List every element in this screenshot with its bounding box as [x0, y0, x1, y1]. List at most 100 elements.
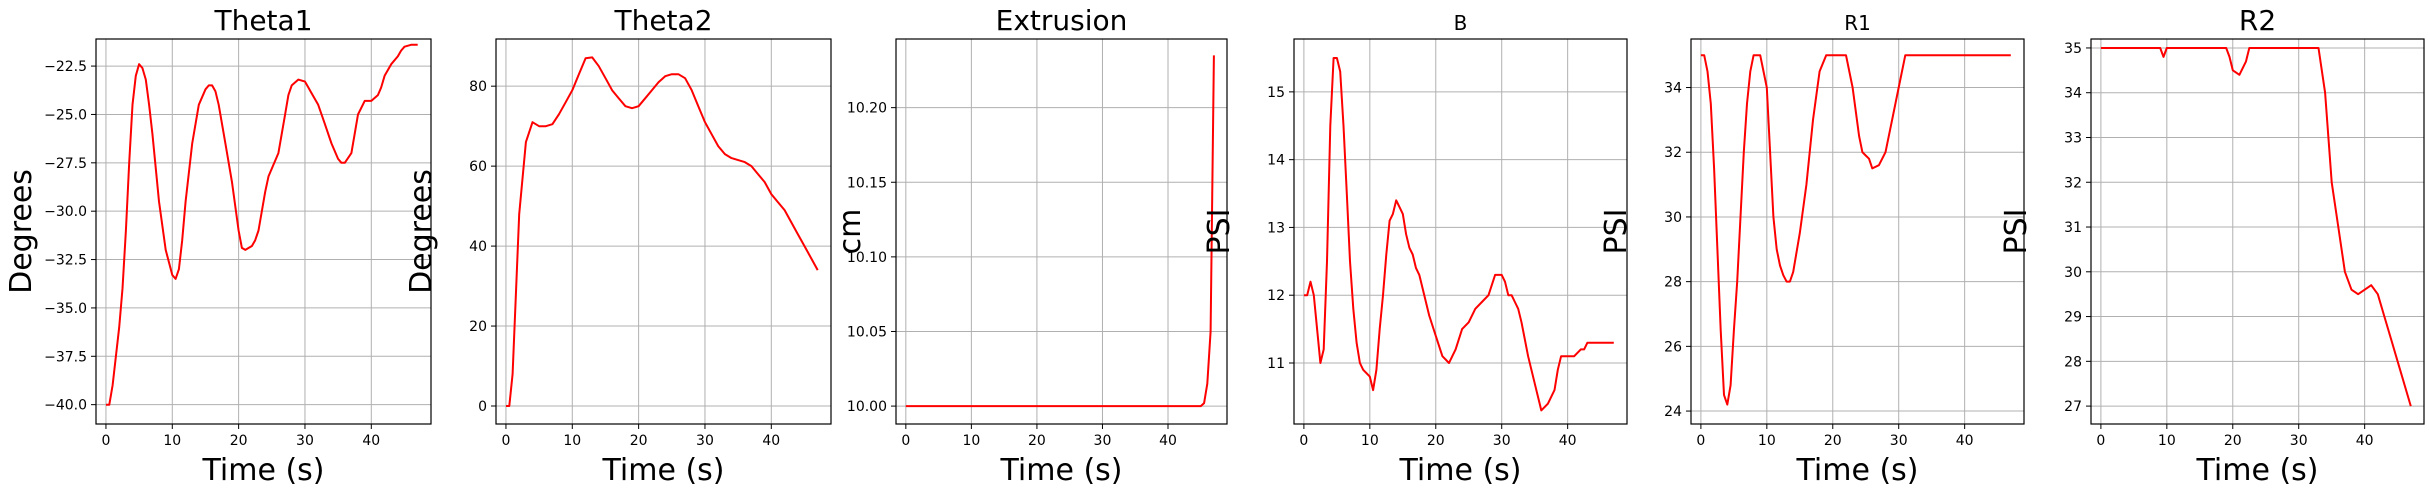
chart-4-x-tick-label: 0	[1299, 433, 1308, 449]
chart-1-x-tick-label: 30	[296, 433, 314, 449]
chart-5-y-tick-label: 24	[1664, 404, 1682, 420]
chart-2-y-tick-label: 0	[478, 399, 487, 415]
chart-4: 0 10 20 30 40 11 12 13 14 15 B Time (s) PSI	[1202, 11, 1628, 488]
chart-3-ylabel: cm	[833, 209, 868, 255]
chart-5-y-tick-label: 26	[1664, 339, 1682, 355]
chart-3-x-tick-label: 40	[1159, 433, 1177, 449]
chart-4-ylabel: PSI	[1202, 209, 1237, 255]
chart-2-ylabel: Degrees	[404, 169, 439, 294]
chart-2-x-tick-label: 20	[630, 433, 648, 449]
chart-4-x-tick-label: 30	[1493, 433, 1511, 449]
chart-6-series-line	[2100, 47, 2412, 407]
chart-4-xlabel: Time (s)	[1399, 453, 1522, 488]
chart-4-axes-frame	[1293, 38, 1628, 425]
chart-6-x-tick-label: 20	[2224, 433, 2242, 449]
chart-6-y-tick-label: 28	[2064, 354, 2082, 370]
chart-1-title: Theta1	[213, 4, 312, 37]
chart-2-xlabel: Time (s)	[602, 453, 725, 488]
chart-4-y-tick-label: 12	[1267, 288, 1285, 304]
chart-6-axes-frame	[2090, 38, 2425, 425]
chart-6-y-tick-label: 27	[2064, 399, 2082, 415]
chart-1-series-line	[106, 43, 418, 406]
chart-6-x-tick-label: 0	[2096, 433, 2105, 449]
chart-2-x-tick-label: 10	[563, 433, 581, 449]
chart-3-y-tick-label: 10.10	[847, 250, 887, 266]
chart-4-x-tick-label: 40	[1559, 433, 1577, 449]
chart-1-y-tick-label: −35.0	[44, 301, 87, 317]
chart-2: 0 10 20 30 40 0 20 40 60 80 Theta2 Time (s) Degrees	[404, 4, 832, 488]
chart-4-x-tick-label: 20	[1427, 433, 1445, 449]
chart-6-y-tick-label: 35	[2064, 41, 2082, 57]
chart-3-title: Extrusion	[996, 4, 1128, 37]
chart-1-axes-frame	[95, 38, 432, 425]
chart-1: 0 10 20 30 40 −40.0 −37.5 −35.0 −32.5 −30.0 −27.5 −…	[4, 4, 432, 488]
chart-6-xlabel: Time (s)	[2196, 453, 2319, 488]
chart-6-x-tick-label: 30	[2290, 433, 2308, 449]
chart-3-y-tick-label: 10.00	[847, 399, 887, 415]
chart-5-x-tick-label: 20	[1824, 433, 1842, 449]
chart-6-y-tick-label: 31	[2064, 220, 2082, 236]
chart-2-x-tick-label: 0	[501, 433, 510, 449]
chart-2-title: Theta2	[613, 4, 712, 37]
chart-4-y-tick-label: 13	[1267, 220, 1285, 236]
chart-1-y-tick-label: −22.5	[44, 59, 87, 75]
chart-1-y-tick-label: −37.5	[44, 349, 87, 365]
chart-3-axes-frame	[895, 38, 1228, 425]
chart-5-series-line	[1700, 54, 2011, 406]
chart-2-y-tick-label: 20	[469, 319, 487, 335]
chart-6-y-tick-label: 29	[2064, 310, 2082, 326]
chart-6-y-tick-label: 32	[2064, 175, 2082, 191]
chart-3-x-tick-label: 30	[1094, 433, 1112, 449]
chart-2-x-tick-label: 30	[696, 433, 714, 449]
chart-3: 0 10 20 30 40 10.00 10.05 10.10 10.15 10.20 Extrus…	[833, 4, 1228, 488]
chart-2-y-tick-label: 40	[469, 239, 487, 255]
chart-1-y-tick-label: −30.0	[44, 204, 87, 220]
chart-1-y-tick-label: −27.5	[44, 156, 87, 172]
chart-3-y-tick-label: 10.20	[847, 101, 887, 117]
chart-1-x-tick-label: 40	[362, 433, 380, 449]
chart-5-axes-frame	[1690, 38, 2025, 425]
chart-6-y-tick-label: 33	[2064, 130, 2082, 146]
chart-3-y-tick-label: 10.15	[847, 175, 887, 191]
chart-5-title: R1	[1844, 11, 1871, 35]
chart-4-y-tick-label: 15	[1267, 85, 1285, 101]
chart-3-x-tick-label: 0	[901, 433, 910, 449]
chart-6: 0 10 20 30 40 27 28 29 30 31 32 33 34 35 R2 Time (s) PSI	[1999, 4, 2425, 488]
chart-3-series-line	[905, 55, 1215, 408]
chart-1-x-tick-label: 20	[230, 433, 248, 449]
chart-5-y-tick-label: 28	[1664, 275, 1682, 291]
chart-1-y-tick-label: −40.0	[44, 398, 87, 414]
chart-4-title: B	[1454, 11, 1468, 35]
chart-6-x-tick-label: 10	[2158, 433, 2176, 449]
chart-3-x-tick-label: 20	[1028, 433, 1046, 449]
chart-2-series-line	[506, 56, 819, 407]
chart-1-y-tick-label: −32.5	[44, 253, 87, 269]
chart-6-title: R2	[2239, 4, 2276, 37]
chart-2-x-tick-label: 40	[762, 433, 780, 449]
chart-5-x-tick-label: 30	[1890, 433, 1908, 449]
chart-5-xlabel: Time (s)	[1796, 453, 1919, 488]
chart-5-ylabel: PSI	[1599, 209, 1634, 255]
chart-5-x-tick-label: 40	[1956, 433, 1974, 449]
chart-5: 0 10 20 30 40 24 26 28 30 32 34 R1 Time (s) PSI	[1599, 11, 2025, 488]
chart-4-y-tick-label: 11	[1267, 356, 1285, 372]
chart-2-y-tick-label: 80	[469, 79, 487, 95]
chart-5-x-tick-label: 0	[1696, 433, 1705, 449]
chart-4-series-line	[1303, 57, 1614, 412]
chart-5-x-tick-label: 10	[1758, 433, 1776, 449]
chart-3-x-tick-label: 10	[962, 433, 980, 449]
chart-2-axes-frame	[495, 38, 832, 425]
chart-5-y-tick-label: 30	[1664, 210, 1682, 226]
chart-6-x-tick-label: 40	[2356, 433, 2374, 449]
chart-6-ylabel: PSI	[1999, 209, 2034, 255]
chart-4-x-tick-label: 10	[1361, 433, 1379, 449]
chart-4-y-tick-label: 14	[1267, 153, 1285, 169]
chart-1-x-tick-label: 0	[101, 433, 110, 449]
chart-5-y-tick-label: 34	[1664, 81, 1682, 97]
chart-3-y-tick-label: 10.05	[847, 324, 887, 340]
chart-1-x-tick-label: 10	[163, 433, 181, 449]
chart-6-y-tick-label: 30	[2064, 265, 2082, 281]
chart-1-xlabel: Time (s)	[202, 453, 325, 488]
chart-1-y-tick-label: −25.0	[44, 107, 87, 123]
